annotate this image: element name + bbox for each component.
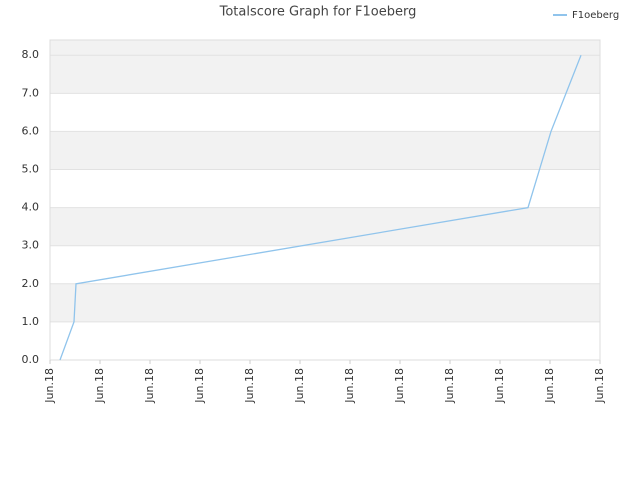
y-tick-label: 3.0: [22, 239, 40, 252]
x-tick-label: Jun.18: [293, 368, 306, 404]
y-tick-label: 4.0: [22, 201, 40, 214]
grid-band: [50, 283, 600, 322]
grid-band: [50, 207, 600, 246]
y-tick-label: 1.0: [22, 315, 40, 328]
y-tick-label: 7.0: [22, 86, 40, 99]
chart-title: Totalscore Graph for F1oeberg: [219, 5, 417, 20]
grid-band: [50, 40, 600, 94]
y-tick-label: 0.0: [22, 353, 40, 366]
plot-border: [49, 39, 601, 361]
y-tick-label: 6.0: [22, 124, 40, 137]
x-tick-label: Jun.18: [393, 368, 406, 404]
x-tick-label: Jun.18: [593, 368, 606, 404]
y-tick-label: 8.0: [22, 48, 40, 61]
x-tick-label: Jun.18: [93, 368, 106, 404]
x-tick-label: Jun.18: [143, 368, 156, 404]
y-tick-label: 5.0: [22, 163, 40, 176]
legend-label: F1oeberg: [572, 10, 619, 21]
x-tick-label: Jun.18: [43, 368, 56, 404]
y-tick-label: 2.0: [22, 277, 40, 290]
x-tick-label: Jun.18: [193, 368, 206, 404]
x-tick-label: Jun.18: [493, 368, 506, 404]
x-tick-label: Jun.18: [543, 368, 556, 404]
series-line: [59, 54, 582, 361]
x-tick-label: Jun.18: [443, 368, 456, 404]
grid-band: [50, 131, 600, 170]
x-tick-label: Jun.18: [243, 368, 256, 404]
x-tick-label: Jun.18: [343, 368, 356, 404]
